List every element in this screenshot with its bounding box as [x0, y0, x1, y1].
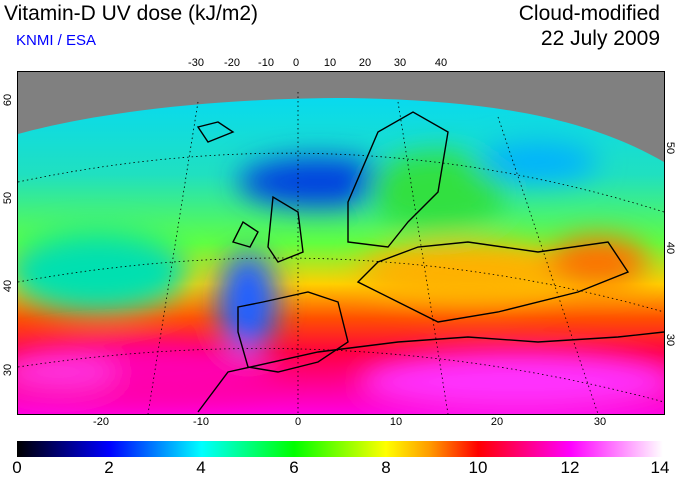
credit-label: KNMI / ESA	[16, 32, 97, 49]
left-lat-tick: 40	[2, 279, 15, 293]
bottom-lon-tick: -10	[193, 416, 209, 428]
top-lon-tick: 0	[292, 57, 300, 69]
top-lon-tick: 10	[323, 57, 337, 69]
top-lon-tick: 40	[434, 57, 448, 69]
left-lat-tick: 60	[2, 93, 15, 107]
colorbar-label: 2	[104, 458, 114, 477]
top-lon-tick: -20	[224, 57, 240, 69]
colorbar-label: 12	[560, 458, 580, 477]
colorbar	[17, 441, 663, 457]
top-lon-tick: -10	[258, 57, 274, 69]
coastlines	[196, 111, 665, 413]
bottom-lon-tick: 10	[389, 416, 403, 428]
colorbar-label: 14	[650, 458, 670, 477]
bottom-lon-tick: -20	[93, 416, 109, 428]
product-label: Cloud-modified	[518, 2, 660, 25]
bottom-lon-tick: 0	[294, 416, 302, 428]
bottom-lon-tick: 30	[593, 416, 607, 428]
top-lon-tick: 20	[358, 57, 372, 69]
colorbar-label: 0	[12, 458, 22, 477]
right-lat-tick: 30	[664, 333, 677, 347]
no-data-region	[18, 72, 664, 162]
right-lat-tick: 40	[664, 241, 677, 255]
colorbar-label: 6	[289, 458, 299, 477]
top-lon-tick: 30	[393, 57, 407, 69]
bottom-lon-tick: 20	[490, 416, 504, 428]
right-lat-tick: 50	[664, 141, 677, 155]
map-panel	[0, 71, 678, 415]
date-label: 22 July 2009	[540, 27, 660, 50]
top-lon-tick: -30	[188, 57, 204, 69]
left-lat-tick: 50	[2, 191, 15, 205]
graticule	[17, 92, 665, 415]
colorbar-label: 10	[468, 458, 488, 477]
colorbar-label: 8	[381, 458, 391, 477]
map-title: Vitamin-D UV dose (kJ/m2)	[4, 2, 259, 25]
uv-field	[0, 72, 678, 415]
left-lat-tick: 30	[2, 363, 15, 377]
colorbar-label: 4	[196, 458, 206, 477]
